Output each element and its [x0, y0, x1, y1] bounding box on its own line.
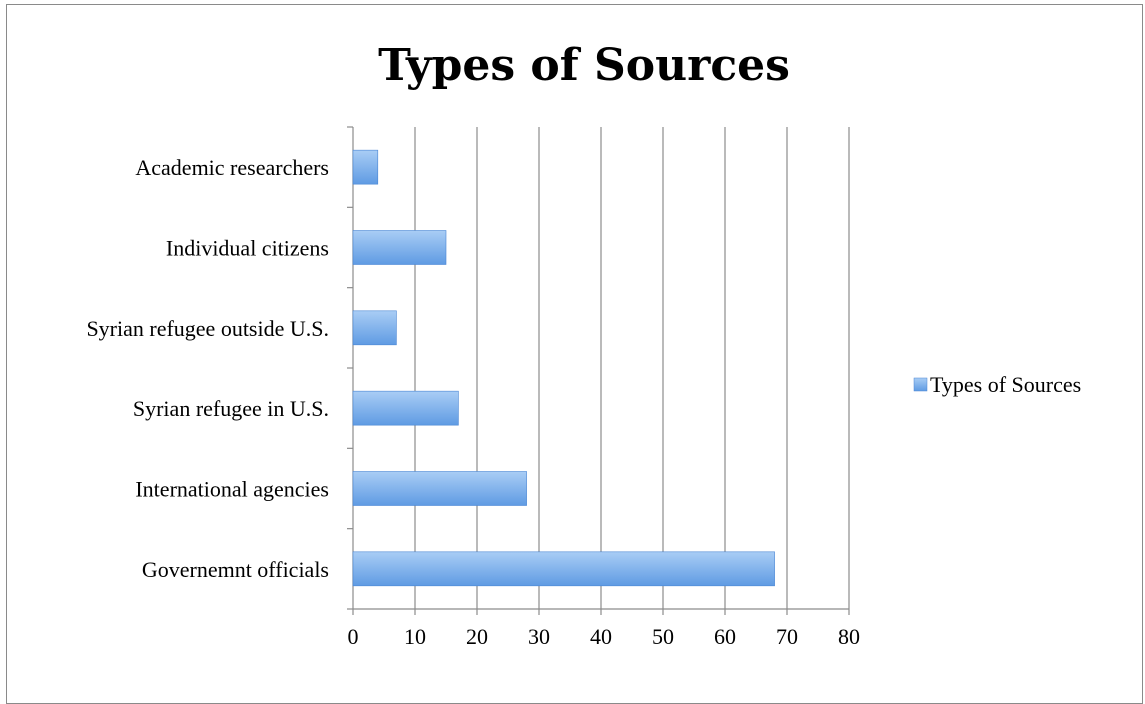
category-label: Syrian refugee in U.S.	[133, 396, 329, 421]
x-tick-label: 40	[590, 624, 612, 649]
bar-syrian-refugee-outside-u-s	[352, 310, 397, 346]
chart-title: Types of Sources	[378, 40, 790, 91]
category-label: Academic researchers	[135, 155, 329, 180]
bar-governemnt-officials	[352, 551, 775, 587]
category-label: International agencies	[135, 477, 329, 502]
x-tick-label: 20	[466, 624, 488, 649]
legend-swatch	[913, 377, 928, 392]
x-tick-label: 30	[528, 624, 550, 649]
x-tick-label: 70	[776, 624, 798, 649]
category-label: Governemnt officials	[142, 557, 329, 582]
grid-lines	[347, 126, 850, 615]
x-tick-label: 60	[714, 624, 736, 649]
category-labels: Academic researchers Individual citizens S…	[86, 155, 329, 582]
x-tick-label: 0	[348, 624, 359, 649]
bars	[352, 149, 775, 587]
chart-frame	[6, 4, 1143, 704]
legend-label: Types of Sources	[930, 372, 1081, 397]
legend: Types of Sources	[913, 372, 1081, 397]
x-tick-label: 10	[404, 624, 426, 649]
x-axis-ticks: 0 10 20 30 40 50 60 70 80	[348, 624, 861, 649]
bar-academic-researchers	[352, 149, 379, 185]
bar-individual-citizens	[352, 230, 447, 265]
x-tick-label: 80	[838, 624, 860, 649]
bar-international-agencies	[352, 471, 527, 506]
category-label: Individual citizens	[166, 236, 329, 261]
bar-syrian-refugee-in-u-s	[352, 390, 459, 426]
category-label: Syrian refugee outside U.S.	[86, 316, 329, 341]
x-tick-label: 50	[652, 624, 674, 649]
bar-chart: Types of Sources Academic researchers Ind…	[86, 40, 1081, 649]
